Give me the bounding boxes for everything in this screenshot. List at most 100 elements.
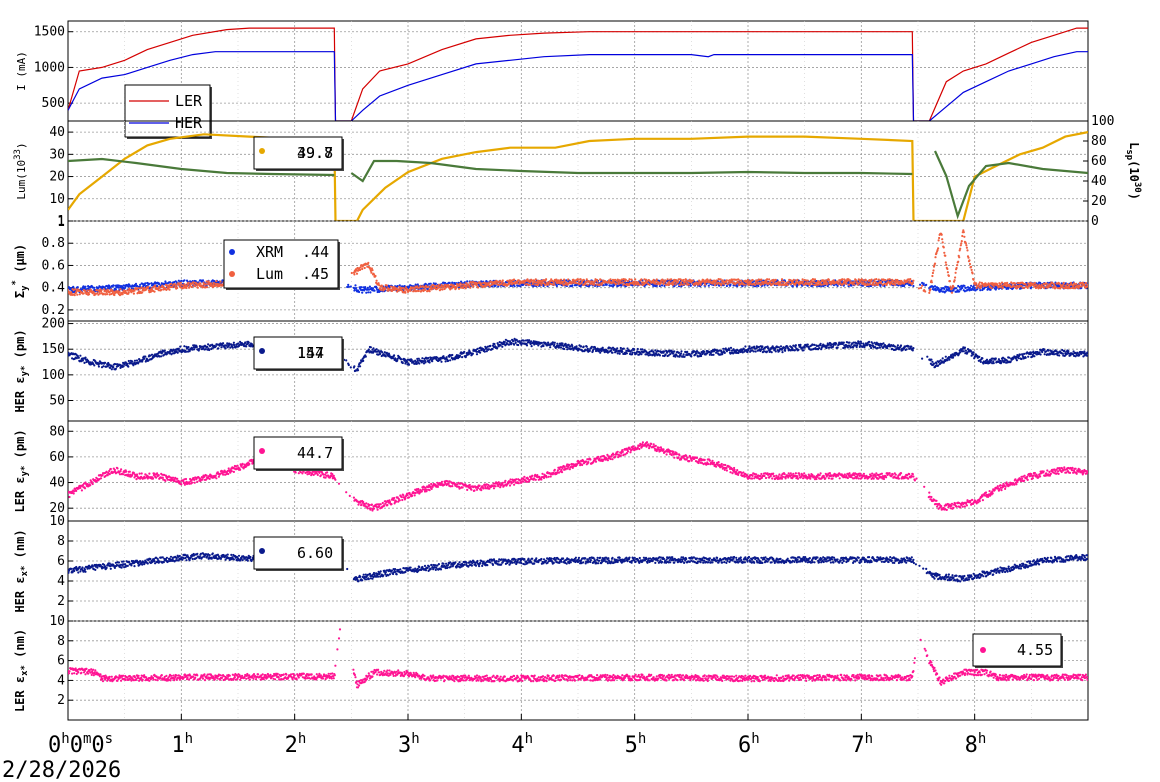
y-right-tick-label: 40 xyxy=(1091,174,1107,189)
panel-2: 10 20 30 40 1 Lum(1033) 0 20 40 60 80 100 Lsp(1030) 3… xyxy=(13,114,1142,230)
x-tick-label: 3h xyxy=(398,731,420,758)
x-tick-label: 4h xyxy=(511,731,533,758)
series-dots-LER eps_y xyxy=(68,441,1088,512)
y-right-tick-label: 100 xyxy=(1091,114,1114,129)
y-axis-label: Lum(1033) xyxy=(13,142,28,199)
legend-value: 44.7 xyxy=(297,444,333,462)
legend-value: 4.55 xyxy=(1017,641,1053,659)
y-tick-label: 1000 xyxy=(34,60,65,75)
series-line-Lsp xyxy=(68,150,1088,220)
y-tick-label: 500 xyxy=(42,96,65,111)
y-axis-label: LER εy* (pm) xyxy=(13,429,30,512)
y-axis-label: I (mA) xyxy=(15,51,28,91)
x-tick-label: 8h xyxy=(965,731,987,758)
y-tick-label: 2 xyxy=(57,594,65,609)
y-tick-label: 0.2 xyxy=(42,303,65,318)
y-axis-label: Σy* (μm) xyxy=(11,244,30,298)
y-tick-label: 2 xyxy=(57,693,65,708)
y-tick-label: 40 xyxy=(49,476,65,491)
y-tick-label: 0.6 xyxy=(42,258,65,273)
y-axis-label: HER εx* (nm) xyxy=(13,529,30,612)
y-tick-label: 40 xyxy=(49,125,65,140)
legend-box xyxy=(223,239,339,289)
legend-label: Lum xyxy=(256,265,283,283)
y-tick-label: 1 xyxy=(57,214,65,229)
y-tick-label: 150 xyxy=(42,342,65,357)
legend-marker xyxy=(259,548,265,554)
series-line-HER xyxy=(68,51,1088,121)
y-axis-label: LER εx* (nm) xyxy=(13,629,30,712)
x-tick-label: 5h xyxy=(625,731,647,758)
panel-1: 500 1000 1500 I (mA) LER HER xyxy=(15,20,1089,139)
y-tick-label: 6 xyxy=(57,654,65,669)
series-dots-Lum xyxy=(68,229,1088,297)
y-tick-label: 6 xyxy=(57,554,65,569)
y-tick-label: 30 xyxy=(49,147,65,162)
legend-marker xyxy=(259,348,265,354)
series-layer xyxy=(68,131,1088,221)
x-tick-label: 6h xyxy=(738,731,760,758)
y-right-tick-label: 60 xyxy=(1091,154,1107,169)
series-dots-HER eps_y xyxy=(68,337,1088,373)
y-tick-label: 0.8 xyxy=(42,236,65,251)
legend-value: 6.60 xyxy=(297,544,333,562)
x-tick-label: 0h0m0s xyxy=(48,731,113,758)
y-tick-label: 0.4 xyxy=(42,281,66,296)
legend-value: .45 xyxy=(302,265,329,283)
y-axis-label: HER εy* (pm) xyxy=(13,329,30,412)
series-layer xyxy=(68,628,1088,689)
y-tick-label: 20 xyxy=(49,170,65,185)
series-layer xyxy=(68,441,1088,512)
legend-label: LER xyxy=(175,92,203,110)
y-tick-label: 200 xyxy=(42,317,65,332)
y-tick-label: 4 xyxy=(57,574,65,589)
legend-value: 144 xyxy=(297,344,324,362)
series-line-Lum xyxy=(68,131,1088,221)
legend-box xyxy=(253,336,343,370)
legend-label: XRM xyxy=(256,243,283,261)
series-line-LER xyxy=(68,27,1088,121)
legend-box xyxy=(972,633,1062,667)
legend-marker xyxy=(229,271,235,277)
panel-7: 2 4 6 8 10 LER εx* (nm) 4.55 xyxy=(13,614,1089,721)
legend-box xyxy=(253,536,343,570)
y-tick-label: 80 xyxy=(49,424,65,439)
x-tick-label: 2h xyxy=(285,731,307,758)
legend-value: 39.8 xyxy=(297,144,333,162)
series-dots-LER eps_x xyxy=(68,628,1088,689)
legend-box xyxy=(124,84,211,138)
y-tick-label: 1500 xyxy=(34,25,65,40)
y-tick-label: 20 xyxy=(49,501,65,516)
y-tick-label: 8 xyxy=(57,534,65,549)
legend-marker xyxy=(259,148,265,154)
y-tick-label: 50 xyxy=(49,393,65,408)
y-tick-label: 100 xyxy=(42,368,65,383)
x-tick-label: 1h xyxy=(171,731,193,758)
legend-marker xyxy=(259,448,265,454)
y-tick-label: 4 xyxy=(57,673,65,688)
y-tick-label: 60 xyxy=(49,450,65,465)
series-layer xyxy=(68,229,1088,297)
legend-value: 49.7 xyxy=(297,144,333,162)
legend-value: 157 xyxy=(297,344,324,362)
legend-label: HER xyxy=(175,114,203,132)
y-right-tick-label: 80 xyxy=(1091,134,1107,149)
series-layer xyxy=(68,27,1088,121)
y-tick-label: 10 xyxy=(49,514,65,529)
x-axis: 0h0m0s 1h 2h 3h 4h 5h 6h 7h 8h xyxy=(48,714,986,758)
y-right-tick-label: 20 xyxy=(1091,194,1107,209)
x-tick-label: 7h xyxy=(851,731,873,758)
y-right-tick-label: 0 xyxy=(1091,214,1099,229)
series-dots-HER eps_x xyxy=(68,552,1088,583)
y-tick-label: 8 xyxy=(57,634,65,649)
series-layer xyxy=(68,337,1088,373)
legend-marker xyxy=(980,647,986,653)
y-right-axis-label: Lsp(1030) xyxy=(1124,142,1142,200)
y-tick-label: 10 xyxy=(49,614,65,629)
legend-box xyxy=(253,436,343,470)
y-tick-label: 10 xyxy=(49,192,65,207)
